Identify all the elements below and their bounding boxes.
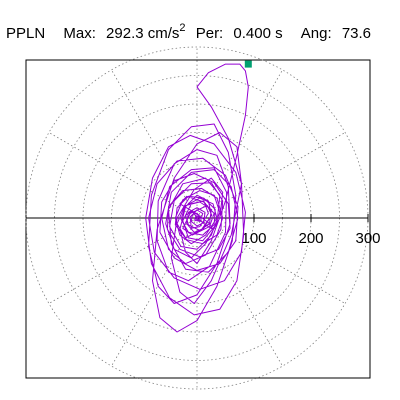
plot-frame	[25, 59, 371, 379]
angle-label: Ang:	[300, 25, 332, 42]
max-label: Max:	[63, 25, 96, 42]
grid-spoke-120	[111, 69, 198, 219]
radial-tick-label-100: 100	[241, 230, 266, 247]
period-label: Per:	[195, 25, 224, 42]
grid-spoke-150	[48, 132, 198, 219]
grid-spoke-330	[196, 217, 346, 304]
angle-value: 73.6	[341, 25, 372, 42]
max-marker-group	[244, 60, 252, 68]
period-value: 0.400 s	[233, 25, 283, 42]
grid-spoke-300	[196, 217, 283, 367]
max-marker	[244, 60, 252, 68]
motion-trace	[145, 63, 249, 333]
trace-line	[145, 63, 249, 333]
station-code: PPLN	[6, 25, 46, 42]
radial-tick-label-300: 300	[355, 230, 380, 247]
grid-spoke-240	[111, 217, 198, 367]
radial-tick-label-200: 200	[298, 230, 323, 247]
max-unit-exponent: 2	[179, 22, 186, 34]
max-value: 292.3 cm/s	[106, 25, 180, 42]
chart-title: PPLN Max: 292.3 cm/s2 Per: 0.400 s Ang: …	[6, 19, 371, 43]
